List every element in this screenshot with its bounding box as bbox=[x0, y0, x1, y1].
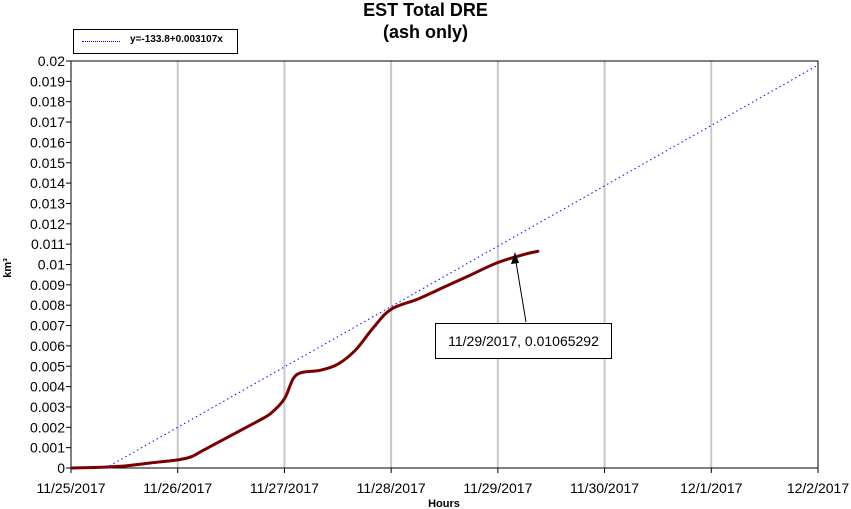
y-tick-label: 0 bbox=[57, 460, 65, 476]
y-axis-ticks: 0 0.001 0.002 0.003 0.004 0.005 0.006 0.007 0.00… bbox=[30, 53, 71, 476]
series-line-dre bbox=[70, 249, 539, 470]
x-tick-label: 11/25/2017 bbox=[36, 480, 105, 496]
x-tick-label: 11/29/2017 bbox=[463, 480, 532, 496]
y-tick-label: 0.012 bbox=[30, 216, 65, 232]
annotation-point bbox=[536, 249, 540, 253]
annotation-arrow bbox=[514, 255, 527, 323]
x-axis-ticks: 11/25/2017 11/26/2017 11/27/2017 11/28/2017… bbox=[36, 468, 849, 496]
x-tick-label: 11/26/2017 bbox=[143, 480, 212, 496]
x-tick-label: 11/30/2017 bbox=[570, 480, 639, 496]
y-tick-label: 0.013 bbox=[30, 195, 65, 211]
legend-dotted-line-swatch bbox=[82, 41, 120, 42]
y-tick-label: 0.009 bbox=[30, 277, 65, 293]
y-tick-label: 0.007 bbox=[30, 318, 65, 334]
annotation-arrow-head bbox=[511, 252, 519, 264]
y-tick-label: 0.014 bbox=[30, 175, 65, 191]
y-tick-label: 0.019 bbox=[30, 73, 65, 89]
y-tick-label: 0.004 bbox=[30, 379, 65, 395]
y-tick-label: 0.015 bbox=[30, 155, 65, 171]
series-layer bbox=[70, 64, 819, 470]
y-tick-label: 0.01 bbox=[38, 257, 65, 273]
legend-label: y=-133.8+0.003107x bbox=[130, 34, 223, 45]
chart-subtitle: (ash only) bbox=[382, 22, 468, 42]
x-tick-label: 11/27/2017 bbox=[250, 480, 319, 496]
x-axis-label: Hours bbox=[428, 498, 460, 509]
chart-title: EST Total DRE bbox=[363, 0, 488, 20]
legend: y=-133.8+0.003107x bbox=[73, 29, 238, 54]
y-tick-label: 0.002 bbox=[30, 419, 65, 435]
x-tick-label: 11/28/2017 bbox=[357, 480, 426, 496]
y-tick-label: 0.001 bbox=[30, 440, 65, 456]
gridlines bbox=[176, 61, 713, 468]
x-tick-label: 12/2/2017 bbox=[787, 480, 849, 496]
y-tick-label: 0.005 bbox=[30, 358, 65, 374]
x-tick-label: 12/1/2017 bbox=[680, 480, 742, 496]
y-tick-label: 0.017 bbox=[30, 114, 65, 130]
y-tick-label: 0.008 bbox=[30, 297, 65, 313]
y-axis-label: km³ bbox=[2, 258, 14, 278]
y-tick-label: 0.006 bbox=[30, 338, 65, 354]
series-line-trend bbox=[105, 64, 819, 469]
y-tick-label: 0.016 bbox=[30, 134, 65, 150]
plot-area bbox=[70, 60, 819, 469]
y-tick-label: 0.018 bbox=[30, 94, 65, 110]
y-tick-label: 0.011 bbox=[31, 236, 65, 252]
y-tick-label: 0.02 bbox=[38, 53, 65, 69]
annotation-callout: 11/29/2017, 0.01065292 bbox=[435, 323, 612, 359]
y-tick-label: 0.003 bbox=[30, 399, 65, 415]
